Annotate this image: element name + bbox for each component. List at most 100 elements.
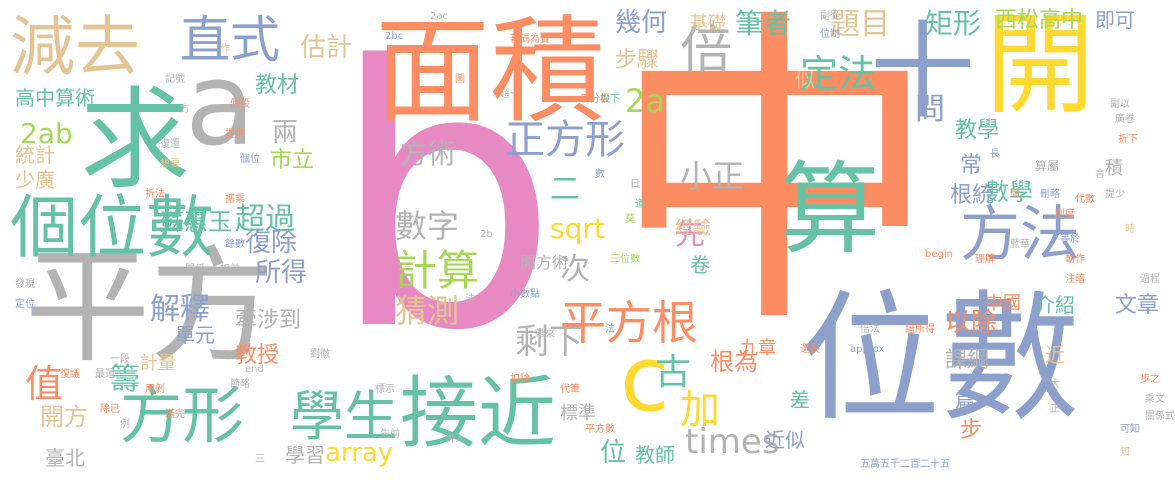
cloud-word: 譜所得	[905, 324, 935, 335]
cloud-word: 副從	[820, 11, 840, 22]
cloud-word: 步	[960, 418, 983, 443]
cloud-word: 一段	[110, 354, 130, 365]
cloud-word: 市立	[270, 148, 315, 173]
cloud-word: 用剝	[145, 384, 165, 395]
cloud-word: 倫	[1010, 189, 1020, 200]
cloud-word: 提少	[1105, 189, 1125, 200]
cloud-word: 以除	[945, 308, 998, 338]
cloud-word: 開方術	[520, 253, 569, 272]
cloud-word: 教學	[955, 118, 1000, 143]
cloud-word: 先前	[380, 429, 400, 440]
cloud-word: 統計	[15, 143, 55, 167]
cloud-word: 解釋	[150, 292, 210, 327]
cloud-word: 猜測	[395, 292, 460, 330]
cloud-word: 方術	[400, 137, 457, 170]
cloud-word: 開	[985, 1, 1095, 129]
cloud-word: 開方	[40, 403, 88, 431]
cloud-word: 文章	[1115, 293, 1160, 318]
cloud-word: 2ac	[430, 11, 448, 22]
cloud-word: 數	[595, 169, 605, 180]
cloud-word: 次	[560, 252, 590, 287]
cloud-word: 日	[630, 179, 640, 190]
cloud-word: 例	[120, 419, 130, 430]
cloud-word: 等於	[1060, 234, 1080, 245]
cloud-word: 代筆	[560, 384, 580, 395]
cloud-word: 方	[180, 104, 190, 115]
cloud-word: 基礎	[690, 13, 726, 34]
cloud-word: 圖	[455, 74, 465, 85]
cloud-word: 中	[610, 0, 940, 367]
cloud-word: 估計	[300, 33, 353, 63]
cloud-word: 九章	[740, 338, 776, 359]
cloud-word: 倍	[680, 21, 733, 81]
cloud-word: 方形	[120, 379, 245, 452]
cloud-word: 滿完	[165, 409, 185, 420]
cloud-word: 攜乘	[225, 194, 245, 205]
cloud-word: 差	[790, 388, 810, 412]
cloud-word: 節略	[230, 379, 250, 390]
cloud-word: 近	[1045, 343, 1065, 367]
cloud-word: 法	[605, 324, 615, 335]
cloud-word: 大	[1050, 379, 1060, 390]
cloud-word: 學生	[290, 385, 398, 448]
cloud-word: 平方數	[585, 424, 615, 435]
cloud-word: 扣除	[510, 374, 530, 385]
cloud-word: 數字	[395, 207, 460, 245]
cloud-word: 平分根	[580, 94, 610, 105]
cloud-word: 古	[655, 352, 692, 393]
cloud-word: 算術	[55, 86, 95, 110]
cloud-word: 十	[870, 11, 976, 133]
cloud-word: 藍華	[1010, 239, 1030, 250]
cloud-word: 數學	[985, 178, 1033, 206]
cloud-word: 定位	[15, 299, 35, 310]
cloud-word: 教師	[635, 443, 675, 467]
cloud-word: 題目	[830, 7, 890, 42]
cloud-word: 正	[1050, 404, 1060, 415]
cloud-word: 動作	[1065, 254, 1085, 265]
cloud-word: 個位數	[10, 189, 215, 268]
cloud-word: 常	[960, 153, 983, 178]
cloud-word: 提供	[225, 129, 245, 140]
cloud-word: 注暗	[1065, 274, 1085, 285]
cloud-word: 計量	[140, 353, 176, 374]
cloud-word: 二	[550, 172, 580, 207]
cloud-word: 記號	[165, 74, 185, 85]
cloud-word: 刪略	[1040, 189, 1060, 200]
cloud-word: 蘇惠玉	[160, 208, 232, 236]
cloud-word: 教材	[255, 73, 300, 98]
cloud-word: 所得	[255, 258, 308, 288]
cloud-word: 帶來	[535, 329, 555, 340]
cloud-word: 學習	[285, 443, 325, 467]
cloud-word: 廣卷	[1115, 114, 1135, 125]
cloud-word: 西松高中	[995, 8, 1084, 33]
cloud-word: a	[185, 38, 256, 172]
cloud-word: 關係式	[1145, 411, 1175, 422]
cloud-word: 求	[80, 76, 190, 204]
cloud-word: 三位數	[610, 254, 640, 265]
cloud-word: 直式	[180, 11, 280, 69]
cloud-word: 法	[465, 294, 475, 305]
cloud-word: 兩	[272, 118, 299, 148]
cloud-word: 教授	[235, 343, 280, 368]
cloud-word: 莫	[625, 214, 635, 225]
cloud-word: 少廣	[15, 168, 55, 192]
cloud-word: 值	[25, 362, 64, 406]
cloud-word: 位數	[800, 278, 1081, 441]
cloud-word: 五萬五千二百二十五	[860, 459, 950, 470]
cloud-word: 關係	[185, 264, 205, 275]
cloud-word: 倍法	[860, 324, 880, 335]
cloud-word: 創度	[1055, 209, 1075, 220]
cloud-word: 時	[1125, 224, 1135, 235]
cloud-word: 2ab	[20, 117, 73, 150]
cloud-word: 單元	[175, 323, 215, 347]
cloud-word: 標準	[560, 403, 596, 424]
cloud-word: 正方形	[505, 117, 625, 163]
cloud-word: 小正	[680, 157, 745, 195]
cloud-word: 理解	[975, 254, 995, 265]
cloud-word: 三	[255, 454, 265, 465]
cloud-word: 劉徽	[310, 349, 330, 360]
cloud-word: 選長	[800, 344, 820, 355]
cloud-word: 算屬	[1035, 159, 1060, 173]
cloud-word: 臺北	[45, 446, 85, 470]
